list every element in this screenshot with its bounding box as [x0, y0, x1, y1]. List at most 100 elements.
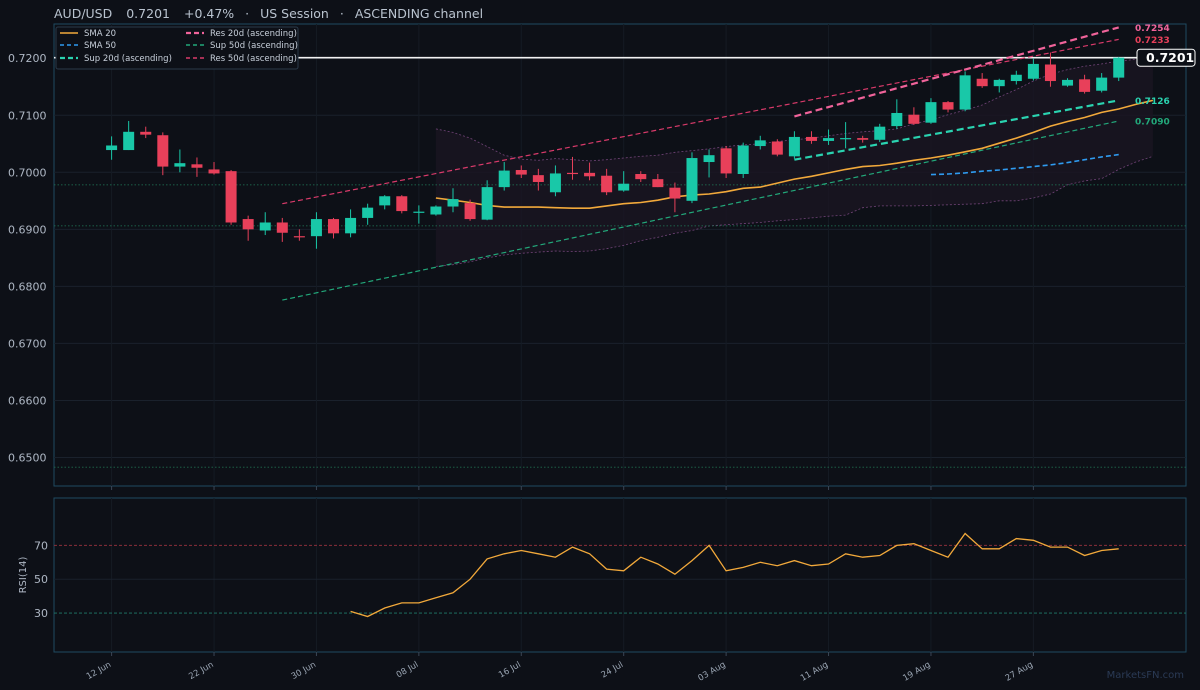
- candle: [840, 122, 852, 149]
- candle-body: [140, 131, 152, 135]
- candle-body: [242, 219, 254, 230]
- current-price-box: [1136, 48, 1196, 67]
- candle-body: [686, 158, 698, 201]
- candle-body: [549, 173, 561, 193]
- y-tick-label: 0.6500: [8, 451, 47, 464]
- candle: [1079, 74, 1091, 94]
- candle-body: [1027, 63, 1039, 79]
- candle-body: [584, 172, 596, 177]
- candle-body: [959, 75, 971, 110]
- candle: [464, 199, 476, 221]
- candle: [293, 229, 305, 241]
- candle: [635, 171, 647, 182]
- candle: [993, 78, 1005, 93]
- candle-body: [123, 131, 135, 151]
- candle: [123, 120, 135, 151]
- candle-body: [840, 138, 852, 140]
- title-sep-2: ·: [340, 6, 344, 21]
- candle: [686, 152, 698, 204]
- price-panel-frame: [53, 23, 1187, 487]
- candle: [788, 131, 800, 159]
- candle: [1044, 52, 1056, 87]
- candle-body: [720, 148, 732, 174]
- rsi-panel: 30 50 70 RSI(14): [18, 532, 1186, 620]
- candle-body: [737, 145, 749, 175]
- legend-item: Sup 50d (ascending): [186, 41, 298, 51]
- legend-item: Res 20d (ascending): [186, 29, 297, 39]
- candles: [106, 52, 1125, 249]
- candle: [140, 126, 152, 139]
- candle: [891, 99, 903, 129]
- watermark: MarketsFN.com: [1107, 670, 1184, 681]
- candle: [703, 149, 715, 178]
- candle: [1096, 73, 1108, 93]
- candle-body: [618, 183, 630, 191]
- rsi-y-tick-label: 70: [34, 539, 48, 552]
- candle: [908, 107, 920, 125]
- candle: [652, 174, 664, 188]
- candle: [601, 168, 613, 196]
- y-tick-label: 0.6800: [8, 280, 47, 293]
- legend-label: Sup 20d (ascending): [84, 54, 172, 64]
- legend-item: SMA 50: [60, 41, 116, 51]
- y-tick-label: 0.7200: [8, 52, 47, 65]
- candle: [157, 132, 169, 176]
- y-tick-label: 0.7100: [8, 109, 47, 122]
- candle: [379, 195, 391, 210]
- candle: [259, 212, 271, 236]
- legend-label: SMA 50: [84, 41, 116, 51]
- candle-body: [345, 217, 357, 234]
- candle: [1027, 58, 1039, 81]
- legend-label: Res 20d (ascending): [210, 29, 297, 39]
- candle-body: [771, 141, 783, 155]
- candle-body: [823, 138, 835, 141]
- rsi-y-tick-label: 50: [34, 573, 48, 586]
- candle-body: [208, 169, 220, 174]
- indicator-lines: [282, 26, 1154, 301]
- candle-body: [498, 170, 510, 188]
- candle-body: [515, 170, 527, 175]
- candle-body: [788, 136, 800, 157]
- legend-item: Sup 20d (ascending): [60, 54, 172, 64]
- candle: [191, 157, 203, 177]
- candle-body: [874, 126, 886, 140]
- candle-body: [1010, 74, 1022, 82]
- candle-body: [635, 174, 647, 180]
- candle: [959, 71, 971, 112]
- candle-body: [669, 187, 681, 199]
- candle: [566, 156, 578, 180]
- candle: [737, 142, 749, 178]
- title-symbol: AUD/USD: [54, 6, 112, 21]
- candle: [328, 217, 340, 239]
- y-tick-label: 0.6600: [8, 394, 47, 407]
- legend-label: Sup 50d (ascending): [210, 41, 298, 51]
- candle: [857, 135, 869, 143]
- legend-label: Res 50d (ascending): [210, 54, 297, 64]
- level-label: 0.7090: [1135, 117, 1170, 127]
- y-tick-label: 0.6700: [8, 337, 47, 350]
- series-sup-50d-ascending: [282, 120, 1119, 301]
- legend-box: [55, 26, 299, 70]
- candle: [498, 162, 510, 191]
- candle: [720, 146, 732, 178]
- rsi-y-tick-label: 30: [34, 607, 48, 620]
- candle-body: [106, 145, 118, 151]
- candle: [362, 203, 374, 225]
- band-fill: [435, 58, 1153, 267]
- level-labels: 0.7254 0.7233 0.7126 0.7090: [1135, 24, 1170, 128]
- candle: [345, 209, 357, 238]
- candle-body: [652, 179, 664, 188]
- candle-body: [891, 112, 903, 127]
- candle-body: [225, 171, 237, 223]
- band-lower-line: [435, 155, 1154, 267]
- candle-body: [942, 102, 954, 110]
- candle: [669, 182, 681, 213]
- candle-body: [1062, 79, 1074, 86]
- candle: [754, 135, 766, 150]
- candle-body: [430, 206, 442, 215]
- candle-body: [293, 236, 305, 238]
- candle-body: [1096, 77, 1108, 91]
- legend: SMA 20 SMA 50 Sup 20d (ascending) Res 20d (…: [55, 26, 299, 70]
- candle: [584, 162, 596, 181]
